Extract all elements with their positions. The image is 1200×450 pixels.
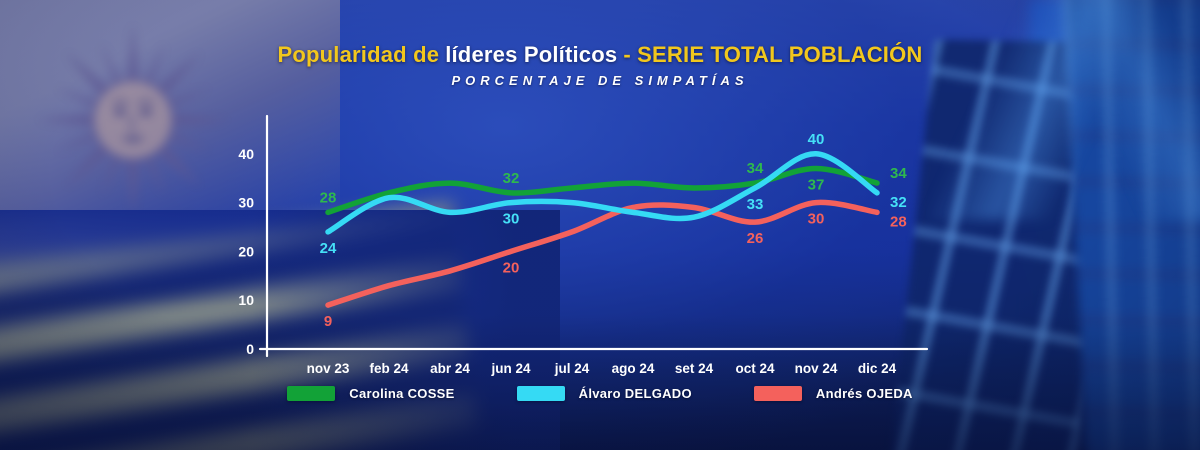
point-value-label: 30	[503, 211, 520, 228]
line-chart: 0 10 20 30 40 nov 23 feb 24 abr 24 jun 24 jul 24 a…	[238, 114, 929, 376]
page-subtitle: PORCENTAJE DE SIMPATÍAS	[451, 73, 749, 88]
legend-label: Carolina COSSE	[349, 386, 455, 401]
x-tick-label: jul 24	[554, 361, 590, 376]
x-tick-label: nov 23	[307, 361, 350, 376]
y-tick-label: 30	[238, 195, 254, 211]
series-line	[325, 165, 880, 216]
chart-legend: Carolina COSSE Álvaro DELGADO Andrés OJE…	[0, 386, 1200, 401]
y-tick-label: 20	[238, 243, 254, 259]
title-part-2: líderes Políticos	[445, 42, 618, 67]
x-tick-label: feb 24	[369, 361, 409, 376]
legend-swatch-cyan	[516, 386, 565, 401]
point-value-label: 9	[324, 313, 332, 330]
y-tick-label: 10	[238, 292, 254, 308]
legend-swatch-red	[753, 386, 802, 401]
legend-label: Álvaro DELGADO	[578, 386, 692, 401]
x-tick-label: ago 24	[612, 361, 655, 376]
point-value-label: 34	[747, 160, 764, 177]
y-tick-label: 0	[246, 341, 254, 357]
x-tick-label: oct 24	[735, 361, 775, 376]
legend-item-cosse: Carolina COSSE	[287, 386, 454, 401]
legend-label: Andrés OJEDA	[815, 386, 913, 401]
page-title: Popularidad de líderes Políticos - SERIE T…	[0, 42, 1200, 68]
x-tick-label: jun 24	[490, 361, 531, 376]
x-tick-label: nov 24	[795, 361, 838, 376]
title-part-3: - SERIE TOTAL POBLACIÓN	[623, 42, 923, 67]
point-value-label: 26	[747, 230, 764, 247]
point-value-label: 33	[747, 196, 764, 213]
series-line	[325, 151, 880, 235]
point-value-label: 34	[890, 165, 907, 182]
series-line	[325, 199, 880, 308]
point-value-label: 32	[503, 170, 520, 187]
point-value-label: 40	[808, 131, 825, 148]
y-tick-label: 40	[238, 146, 254, 162]
x-tick-label: set 24	[675, 361, 714, 376]
legend-item-ojeda: Andrés OJEDA	[753, 386, 913, 401]
point-value-label: 30	[808, 211, 825, 228]
point-value-label: 28	[320, 189, 337, 206]
title-part-1: Popularidad de	[277, 42, 440, 67]
legend-item-delgado: Álvaro DELGADO	[516, 386, 692, 401]
x-tick-label: dic 24	[858, 361, 897, 376]
point-value-label: 28	[890, 213, 907, 230]
point-value-label: 20	[503, 259, 520, 276]
point-value-label: 37	[808, 176, 825, 193]
point-value-label: 24	[320, 240, 337, 257]
x-tick-label: abr 24	[430, 361, 470, 376]
point-value-label: 32	[890, 194, 907, 211]
legend-swatch-green	[287, 386, 336, 401]
